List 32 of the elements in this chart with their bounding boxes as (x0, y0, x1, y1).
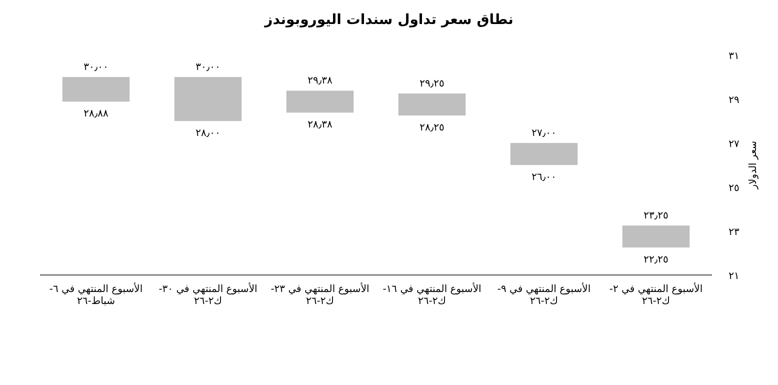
bar (622, 226, 690, 248)
chart-title: نطاق سعر تداول سندات اليوروبوندز (263, 12, 514, 28)
y-tick-label: ٢٧ (728, 139, 740, 150)
y-tick-label: ٢٥ (728, 183, 740, 194)
annotation: ٢٨٫٠٠ (196, 128, 220, 139)
x-tick-label: الأسبوع المنتهي في ٣٠-ك٢-٢٦ (158, 284, 258, 308)
x-tick-label: الأسبوع المنتهي في ٢-ك٢-٢٦ (608, 284, 704, 308)
x-tick-label: الأسبوع المنتهي في ٦-شباط-٢٦ (48, 284, 144, 308)
y-axis-title: سعر الدولار (748, 140, 759, 190)
annotation: ٢٧٫٠٠ (532, 128, 556, 139)
x-tick-label: الأسبوع المنتهي في ٢٣-ك٢-٢٦ (270, 284, 370, 308)
annotation: ٢٩٫٣٨ (308, 76, 333, 87)
annotation: ٣٠٫٠٠ (196, 62, 220, 73)
bar (510, 143, 578, 165)
bar (174, 77, 242, 121)
x-tick-label: الأسبوع المنتهي في ١٦-ك٢-٢٦ (382, 284, 482, 308)
annotation: ٢٨٫٨٨ (84, 108, 109, 120)
annotation: ٢٨٫٣٨ (308, 120, 333, 131)
y-tick-label: ٣١ (728, 51, 740, 62)
x-tick-label: الأسبوع المنتهي في ٩-ك٢-٢٦ (496, 284, 592, 308)
annotation: ٢٢٫٢٥ (644, 254, 668, 266)
bar (398, 94, 466, 116)
annotation: ٢٩٫٢٥ (420, 78, 444, 90)
y-tick-label: ٢٣ (728, 227, 740, 238)
annotation: ٢٣٫٢٥ (644, 210, 668, 222)
y-tick-label: ٢٩ (728, 95, 740, 106)
annotation: ٣٠٫٠٠ (84, 62, 108, 73)
annotation: ٢٨٫٢٥ (420, 122, 444, 134)
bar (62, 77, 130, 102)
annotation: ٢٦٫٠٠ (532, 172, 556, 183)
bar (286, 90, 354, 113)
y-tick-label: ٢١ (728, 271, 740, 282)
